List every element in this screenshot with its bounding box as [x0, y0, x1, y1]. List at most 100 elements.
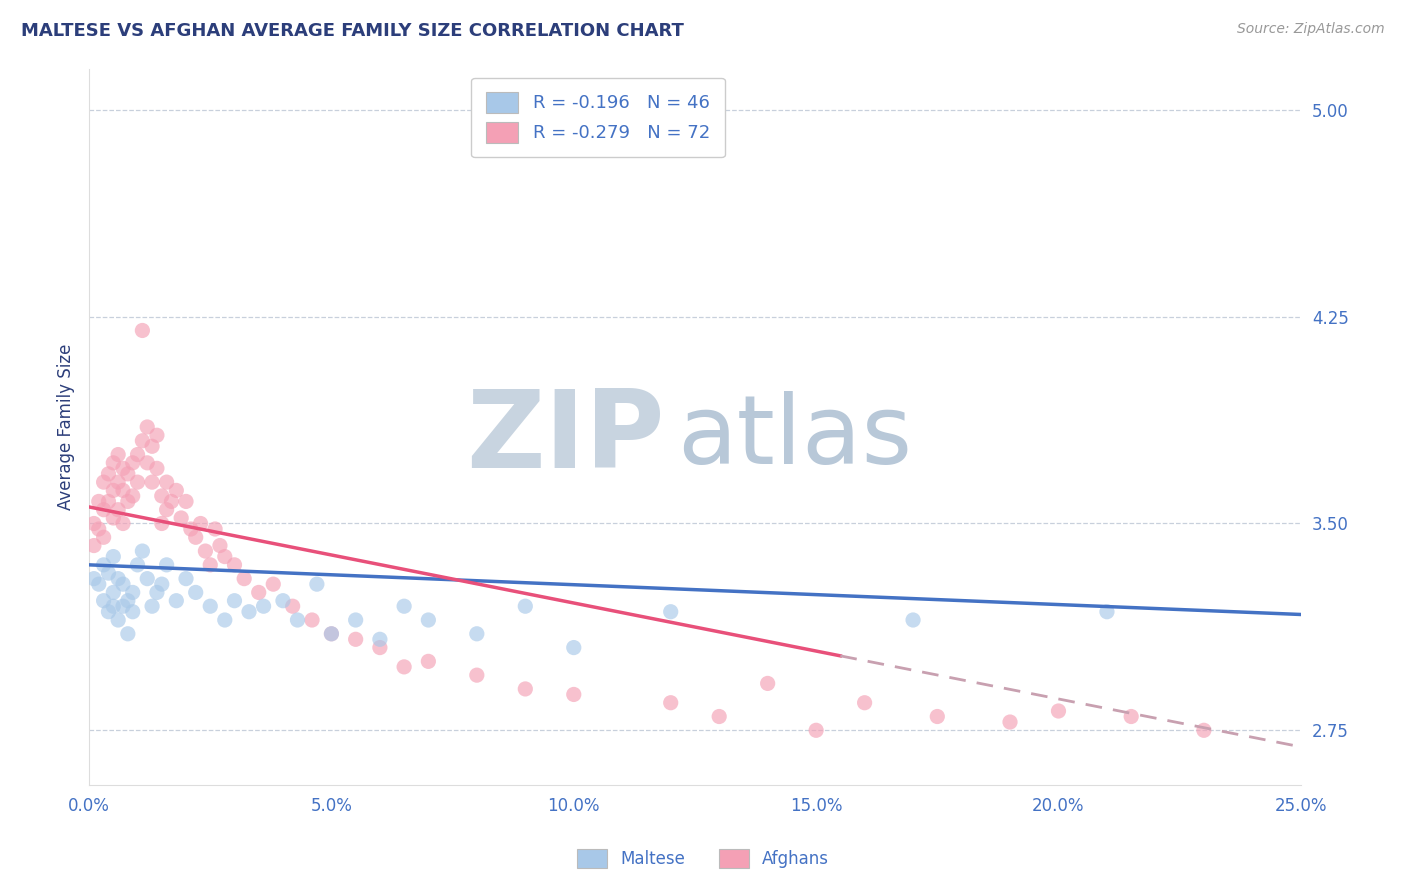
Point — [156, 558, 179, 572]
Point — [97, 467, 120, 481]
Point — [233, 572, 256, 586]
Point — [515, 681, 537, 696]
Point — [121, 489, 143, 503]
Point — [301, 613, 323, 627]
Point — [141, 599, 163, 614]
Point — [804, 723, 827, 738]
Point — [190, 516, 212, 531]
Y-axis label: Average Family Size: Average Family Size — [58, 343, 75, 510]
Point — [121, 585, 143, 599]
Point — [156, 502, 179, 516]
Point — [111, 483, 134, 498]
Point — [562, 640, 585, 655]
Point — [344, 613, 367, 627]
Point — [174, 572, 197, 586]
Point — [165, 483, 187, 498]
Point — [150, 489, 173, 503]
Point — [127, 558, 149, 572]
Point — [136, 456, 159, 470]
Point — [93, 475, 115, 490]
Point — [238, 605, 260, 619]
Point — [659, 696, 682, 710]
Point — [184, 585, 207, 599]
Point — [83, 539, 105, 553]
Point — [93, 558, 115, 572]
Point — [97, 605, 120, 619]
Point — [305, 577, 328, 591]
Point — [281, 599, 304, 614]
Point — [103, 511, 125, 525]
Point — [83, 572, 105, 586]
Point — [150, 516, 173, 531]
Point — [224, 593, 246, 607]
Point — [150, 577, 173, 591]
Point — [136, 572, 159, 586]
Point — [136, 420, 159, 434]
Text: MALTESE VS AFGHAN AVERAGE FAMILY SIZE CORRELATION CHART: MALTESE VS AFGHAN AVERAGE FAMILY SIZE CO… — [21, 22, 683, 40]
Point — [165, 593, 187, 607]
Point — [160, 494, 183, 508]
Point — [180, 522, 202, 536]
Point — [901, 613, 924, 627]
Legend: Maltese, Afghans: Maltese, Afghans — [571, 842, 835, 875]
Point — [111, 516, 134, 531]
Point — [111, 599, 134, 614]
Point — [141, 439, 163, 453]
Point — [1121, 709, 1143, 723]
Point — [103, 483, 125, 498]
Point — [131, 544, 153, 558]
Point — [515, 599, 537, 614]
Point — [271, 593, 294, 607]
Point — [1047, 704, 1070, 718]
Point — [107, 613, 129, 627]
Point — [208, 539, 231, 553]
Point — [224, 558, 246, 572]
Point — [756, 676, 779, 690]
Point — [103, 585, 125, 599]
Point — [214, 549, 236, 564]
Point — [107, 502, 129, 516]
Point — [1192, 723, 1215, 738]
Point — [418, 654, 440, 668]
Point — [87, 522, 110, 536]
Point — [121, 456, 143, 470]
Point — [146, 461, 169, 475]
Point — [562, 688, 585, 702]
Point — [1095, 605, 1118, 619]
Point — [93, 593, 115, 607]
Point — [247, 585, 270, 599]
Point — [194, 544, 217, 558]
Point — [344, 632, 367, 647]
Point — [368, 640, 391, 655]
Point — [127, 475, 149, 490]
Point — [321, 627, 343, 641]
Point — [127, 448, 149, 462]
Text: ZIP: ZIP — [467, 384, 665, 491]
Point — [93, 502, 115, 516]
Point — [111, 461, 134, 475]
Point — [146, 585, 169, 599]
Legend: R = -0.196   N = 46, R = -0.279   N = 72: R = -0.196 N = 46, R = -0.279 N = 72 — [471, 78, 724, 157]
Point — [184, 530, 207, 544]
Point — [200, 599, 222, 614]
Point — [709, 709, 731, 723]
Point — [214, 613, 236, 627]
Point — [131, 434, 153, 448]
Point — [87, 577, 110, 591]
Point — [368, 632, 391, 647]
Point — [252, 599, 274, 614]
Point — [200, 558, 222, 572]
Point — [117, 593, 139, 607]
Point — [131, 323, 153, 337]
Point — [392, 660, 415, 674]
Text: atlas: atlas — [676, 392, 912, 484]
Point — [93, 530, 115, 544]
Point — [107, 448, 129, 462]
Point — [262, 577, 284, 591]
Point — [97, 494, 120, 508]
Point — [103, 456, 125, 470]
Point — [174, 494, 197, 508]
Point — [97, 566, 120, 581]
Point — [321, 627, 343, 641]
Point — [418, 613, 440, 627]
